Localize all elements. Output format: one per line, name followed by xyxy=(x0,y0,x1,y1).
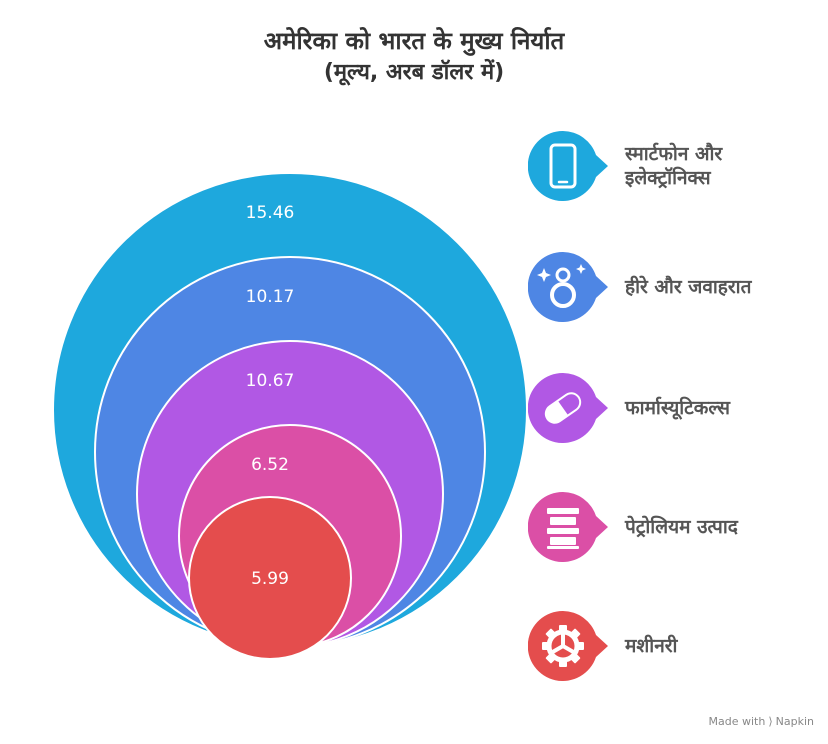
gear-icon xyxy=(528,611,608,681)
legend-label-smartphones: स्मार्टफोन और इलेक्ट्रॉनिक्स xyxy=(625,143,723,189)
napkin-logo-icon: ⟩ xyxy=(768,715,773,728)
smartphone-icon xyxy=(528,131,608,201)
diagram-title: अमेरिका को भारत के मुख्य निर्यात xyxy=(263,27,565,55)
oil-barrels-icon xyxy=(528,492,608,562)
legend-label-machinery: मशीनरी xyxy=(625,635,678,657)
pill-icon xyxy=(528,373,608,443)
legend-item-petroleum: पेट्रोलियम उत्पाद xyxy=(528,492,828,562)
legend-item-smartphones: स्मार्टफोन और इलेक्ट्रॉनिक्स xyxy=(528,131,828,201)
value-label-petroleum: 6.52 xyxy=(251,455,289,475)
value-label-pharma: 10.67 xyxy=(246,371,295,391)
legend-item-machinery: मशीनरी xyxy=(528,611,828,681)
value-label-gems: 10.17 xyxy=(246,287,295,307)
legend-label-gems: हीरे और जवाहरात xyxy=(625,276,752,298)
diagram-subtitle: (मूल्य, अरब डॉलर में) xyxy=(323,60,505,85)
value-label-smartphones: 15.46 xyxy=(246,203,295,223)
legend-label-pharma: फार्मास्यूटिकल्स xyxy=(625,397,730,419)
legend-item-gems: हीरे और जवाहरात xyxy=(528,252,828,322)
made-with-napkin-footer: Made with ⟩ Napkin xyxy=(708,715,814,728)
value-label-machinery: 5.99 xyxy=(251,569,289,589)
diamond-ring-icon xyxy=(528,252,608,322)
legend-label-petroleum: पेट्रोलियम उत्पाद xyxy=(625,516,738,538)
legend-item-pharma: फार्मास्यूटिकल्स xyxy=(528,373,828,443)
circle-machinery xyxy=(188,496,352,660)
